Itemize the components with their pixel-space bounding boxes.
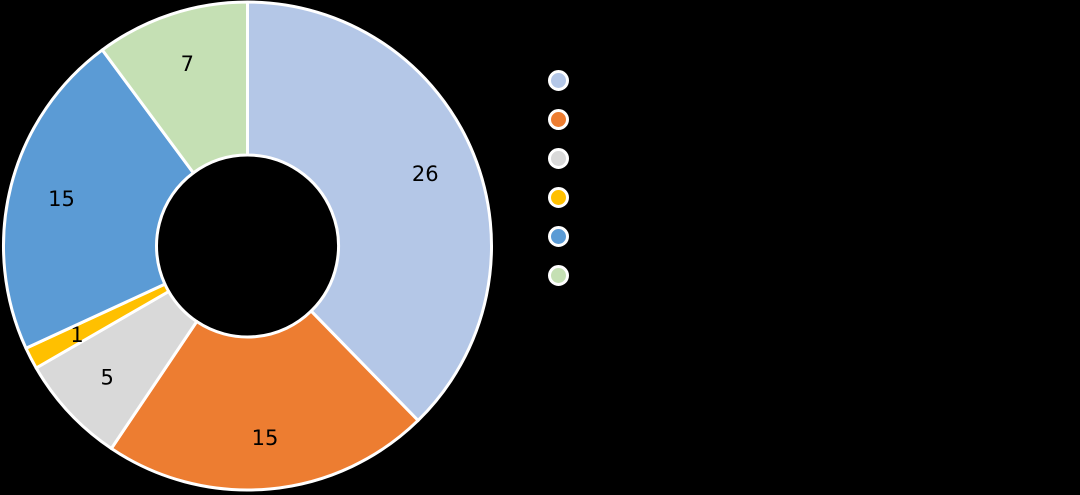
legend-swatch-0[interactable] (548, 70, 569, 91)
data-label-3: 1 (70, 323, 83, 347)
data-label-0: 26 (412, 162, 439, 186)
pie-slice-0[interactable] (246, 0, 493, 422)
chart-legend (548, 70, 569, 286)
pie-slice-1[interactable] (109, 309, 420, 492)
legend-item-1[interactable] (548, 109, 569, 130)
legend-swatch-4[interactable] (548, 226, 569, 247)
legend-item-0[interactable] (548, 70, 569, 91)
legend-swatch-2[interactable] (548, 148, 569, 169)
data-label-4: 15 (48, 187, 75, 211)
legend-swatch-1[interactable] (548, 109, 569, 130)
pie-slice-5[interactable] (100, 0, 249, 175)
pie-slice-4[interactable] (2, 48, 195, 350)
data-label-1: 15 (252, 426, 279, 450)
legend-swatch-3[interactable] (548, 187, 569, 208)
legend-item-2[interactable] (548, 148, 569, 169)
data-label-5: 7 (181, 52, 194, 76)
legend-item-5[interactable] (548, 265, 569, 286)
legend-item-4[interactable] (548, 226, 569, 247)
legend-item-3[interactable] (548, 187, 569, 208)
legend-swatch-5[interactable] (548, 265, 569, 286)
data-label-2: 5 (100, 366, 113, 390)
